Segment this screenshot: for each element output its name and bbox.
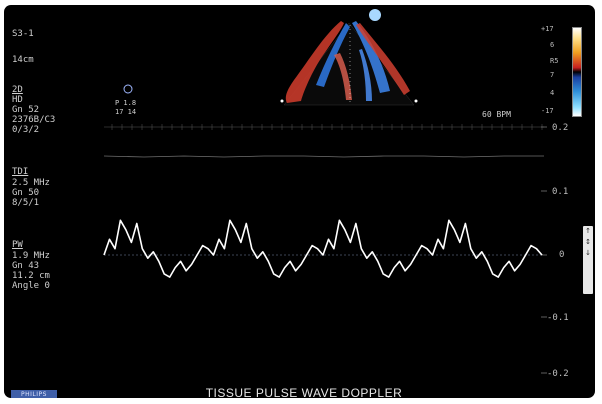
gate-marker-text: P 1.8: [115, 99, 137, 107]
ultrasound-display: S3-1 14cm 2D HD Gn 52 2376B/C3 0/3/2 TDI…: [4, 5, 595, 398]
arrow-down-icon[interactable]: ↓: [585, 249, 591, 257]
color-scale-label: R5: [550, 57, 559, 65]
mode-2d-line: Gn 52: [12, 105, 40, 115]
velocity-tick-label: 0.2: [552, 123, 569, 133]
tdi-line: 2.5 MHz: [12, 178, 50, 188]
arrow-up-icon[interactable]: ↑: [585, 227, 591, 235]
mode-2d-line: HD: [12, 95, 23, 105]
color-scale-label: 6: [550, 41, 555, 49]
color-scale-label: -17: [541, 107, 554, 115]
mode-2d-line: 2376B/C3: [12, 115, 56, 125]
velocity-ticks: [541, 126, 547, 374]
velocity-tick-label: -0.2: [547, 369, 569, 379]
arrow-updown-icon[interactable]: ↕: [585, 238, 591, 246]
tdi-line: 8/5/1: [12, 198, 40, 208]
color-scale-label: +17: [541, 25, 554, 33]
heart-rate-label: 60 BPM: [482, 110, 511, 119]
pw-line: 11.2 cm: [12, 271, 50, 281]
velocity-tick-label: -0.1: [547, 313, 569, 323]
pw-line: Gn 43: [12, 261, 40, 271]
color-doppler-sector: [280, 9, 418, 106]
image-graphics: [103, 9, 547, 374]
color-velocity-scale-bar: [572, 27, 582, 117]
mode-2d-line: 0/3/2: [12, 125, 40, 135]
probe-label: S3-1: [12, 29, 34, 39]
pw-line: 1.9 MHz: [12, 251, 50, 261]
mode-2d-heading: 2D: [12, 85, 23, 95]
baseline-control[interactable]: ↑ ↕ ↓: [583, 226, 593, 294]
brand-logo: PHILIPS: [11, 390, 57, 398]
pw-line: Angle 0: [12, 281, 50, 291]
gate-marker-text: 17 14: [115, 108, 137, 116]
velocity-tick-label: 0: [559, 250, 565, 260]
tdi-heading: TDI: [12, 167, 29, 177]
time-ticks: [111, 124, 543, 130]
pw-heading: PW: [12, 240, 23, 250]
color-scale-label: 7: [550, 71, 555, 79]
footer-title: TISSUE PULSE WAVE DOPPLER: [205, 386, 403, 398]
depth-label: 14cm: [12, 55, 34, 65]
sector-orientation-marker: [369, 9, 381, 21]
tdi-line: Gn 50: [12, 188, 40, 198]
velocity-tick-label: 0.1: [552, 187, 569, 197]
tissue-doppler-trace: [103, 219, 543, 278]
sample-gate-icon: [123, 84, 133, 94]
ecg-trace: [103, 155, 544, 158]
color-scale-label: 4: [550, 89, 555, 97]
